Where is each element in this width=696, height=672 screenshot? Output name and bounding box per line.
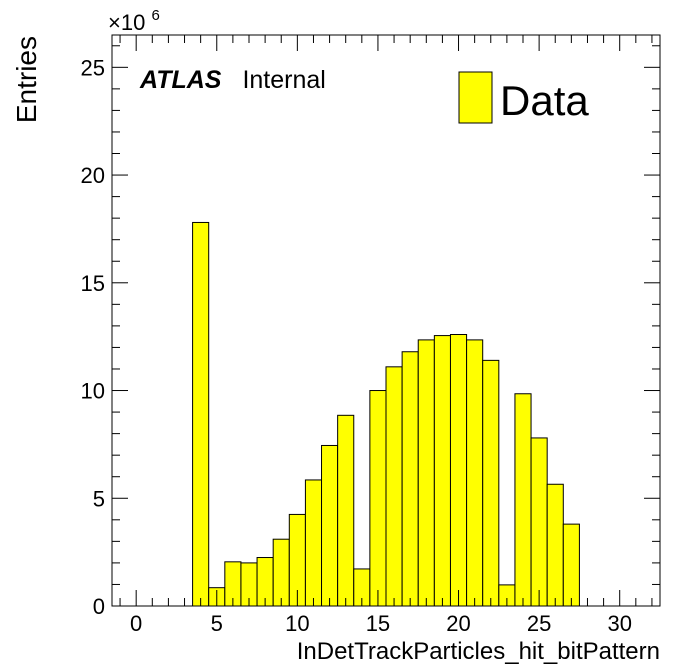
histogram-bar xyxy=(417,339,435,607)
x-axis-label: InDetTrackParticles_hit_bitPattern xyxy=(297,638,660,665)
histogram-bars xyxy=(192,221,580,607)
y-tick-label: 5 xyxy=(93,486,105,511)
axis-multiplier-exponent: 6 xyxy=(151,7,159,24)
histogram-bar xyxy=(530,437,548,607)
histogram-bar xyxy=(466,339,484,607)
x-tick-label: 5 xyxy=(211,611,223,636)
histogram-bar xyxy=(321,444,339,607)
histogram-bar xyxy=(482,359,500,607)
histogram-bar xyxy=(401,351,419,607)
axis-multiplier-base: ×10 xyxy=(108,10,145,35)
y-tick-label: 15 xyxy=(81,271,105,296)
atlas-label-internal: Internal xyxy=(242,66,325,94)
histogram-bar xyxy=(192,221,210,607)
plot-frame xyxy=(111,34,661,607)
histogram-bar xyxy=(449,334,468,607)
x-tick-label: 10 xyxy=(285,611,309,636)
x-tick-label: 25 xyxy=(527,611,551,636)
histogram-bar xyxy=(433,335,451,607)
atlas-label-bold: ATLAS xyxy=(139,66,222,94)
tick-labels: 0 5 10 15 20 25 30 0 5 10 15 20 25 xyxy=(81,55,632,636)
y-tick-label: 25 xyxy=(81,55,105,80)
axis-multiplier: ×10 6 xyxy=(108,7,160,35)
y-tick-label: 0 xyxy=(93,594,105,619)
histogram-bar xyxy=(304,479,323,607)
histogram-bar xyxy=(272,538,290,607)
y-tick-label: 10 xyxy=(81,379,105,404)
atlas-label: ATLAS Internal xyxy=(139,66,326,94)
histogram-bar xyxy=(514,393,532,607)
x-tick-label: 20 xyxy=(446,611,470,636)
histogram-bar xyxy=(385,366,403,607)
histogram-bar xyxy=(369,390,387,607)
histogram-bar xyxy=(546,483,564,607)
x-tick-label: 30 xyxy=(607,611,631,636)
y-axis-label: Entries xyxy=(11,36,42,123)
legend-swatch xyxy=(458,71,493,124)
histogram-bar xyxy=(562,523,580,607)
x-tick-label: 0 xyxy=(130,611,142,636)
y-tick-label: 20 xyxy=(81,163,105,188)
histogram-bar xyxy=(337,414,355,607)
legend-label: Data xyxy=(500,77,589,124)
x-tick-label: 15 xyxy=(366,611,390,636)
